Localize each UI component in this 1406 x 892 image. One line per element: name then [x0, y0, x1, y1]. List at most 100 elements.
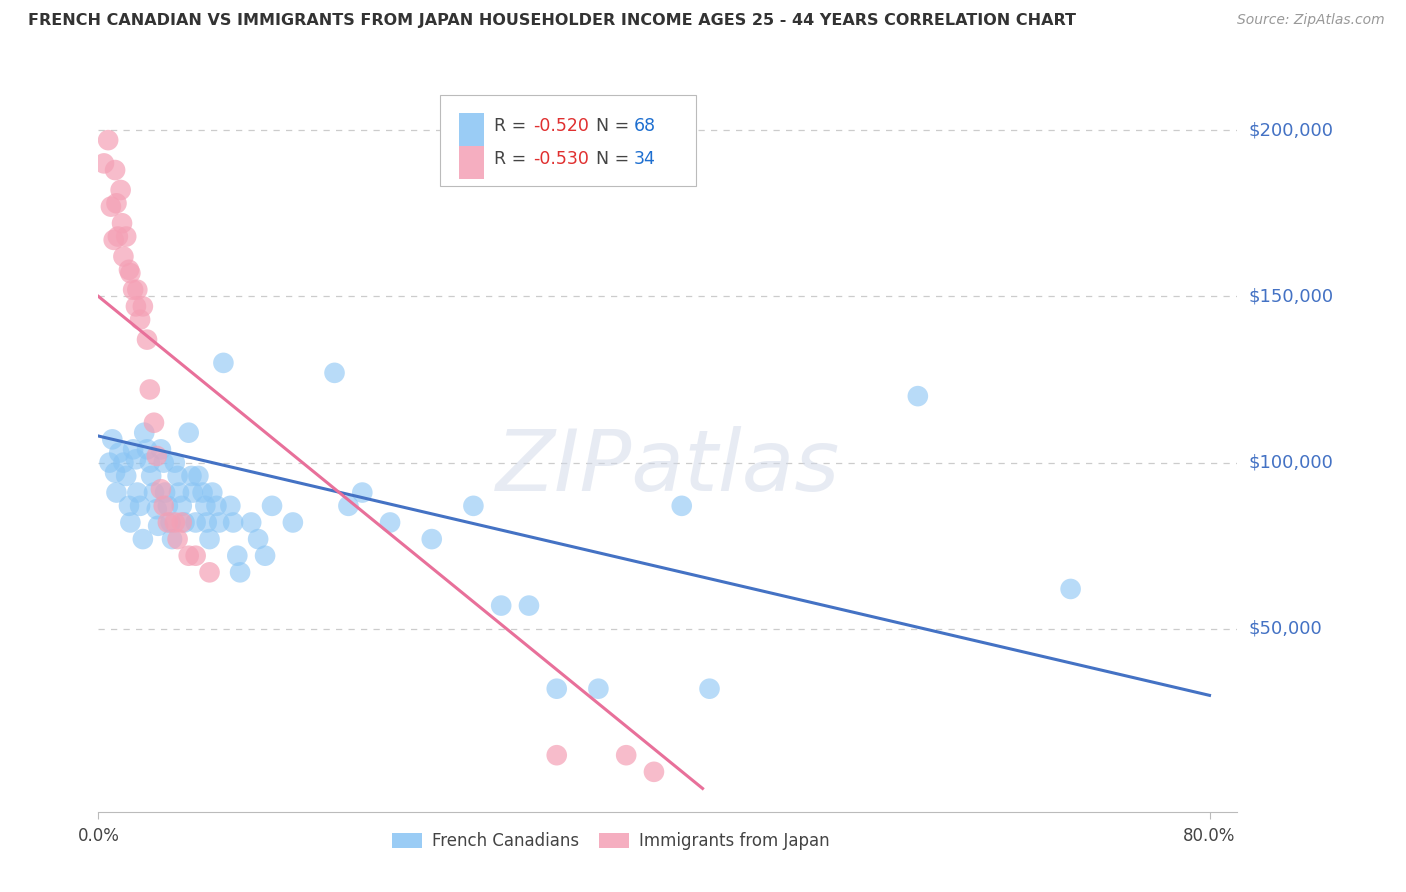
Point [163, 456, 186, 470]
Point [323, 366, 346, 380]
Point [614, 748, 637, 763]
Text: R =: R = [494, 118, 531, 136]
Point [105, 196, 128, 211]
Point [156, 516, 179, 530]
Point [240, 516, 263, 530]
Point [145, 449, 167, 463]
Point [125, 299, 148, 313]
Point [143, 485, 166, 500]
Point [134, 425, 156, 440]
Point [139, 383, 162, 397]
Text: Source: ZipAtlas.com: Source: ZipAtlas.com [1237, 13, 1385, 28]
Point [489, 599, 512, 613]
Point [152, 499, 174, 513]
Point [118, 499, 141, 513]
Text: 68: 68 [634, 118, 655, 136]
Point [105, 485, 128, 500]
Point [173, 516, 195, 530]
Point [115, 229, 138, 244]
Text: $50,000: $50,000 [1249, 620, 1322, 638]
Point [352, 485, 374, 500]
Point [212, 356, 235, 370]
Point [129, 499, 152, 513]
Point [260, 499, 283, 513]
Point [181, 485, 204, 500]
Point [159, 516, 181, 530]
Point [177, 549, 200, 563]
Point [93, 156, 115, 170]
Point [191, 485, 214, 500]
Point [907, 389, 929, 403]
Point [184, 549, 207, 563]
FancyBboxPatch shape [460, 112, 485, 145]
Point [97, 133, 120, 147]
Point [107, 229, 129, 244]
Point [205, 499, 228, 513]
Point [143, 416, 166, 430]
Point [198, 566, 221, 580]
Point [111, 216, 134, 230]
Point [103, 233, 125, 247]
Point [187, 469, 209, 483]
Text: $150,000: $150,000 [1249, 287, 1333, 305]
Point [120, 516, 142, 530]
Point [153, 485, 176, 500]
Point [132, 299, 155, 313]
Point [122, 442, 145, 457]
Point [101, 433, 124, 447]
Point [208, 516, 231, 530]
Point [127, 485, 149, 500]
Point [115, 469, 138, 483]
Point [166, 532, 188, 546]
Text: R =: R = [494, 150, 531, 169]
Text: 34: 34 [634, 150, 655, 169]
Point [337, 499, 360, 513]
Text: FRENCH CANADIAN VS IMMIGRANTS FROM JAPAN HOUSEHOLDER INCOME AGES 25 - 44 YEARS C: FRENCH CANADIAN VS IMMIGRANTS FROM JAPAN… [28, 13, 1076, 29]
Point [100, 200, 122, 214]
FancyBboxPatch shape [460, 146, 485, 179]
Point [546, 748, 568, 763]
Point [1059, 582, 1081, 596]
Point [129, 312, 152, 326]
Legend: French Canadians, Immigrants from Japan: French Canadians, Immigrants from Japan [384, 823, 838, 858]
Point [112, 250, 135, 264]
Point [195, 516, 218, 530]
Point [141, 469, 163, 483]
Point [546, 681, 568, 696]
Text: -0.520: -0.520 [533, 118, 589, 136]
Point [110, 183, 132, 197]
Point [149, 482, 172, 496]
Text: $200,000: $200,000 [1249, 121, 1333, 139]
Point [219, 499, 242, 513]
Point [149, 442, 172, 457]
Point [177, 425, 200, 440]
Point [180, 469, 202, 483]
Point [160, 532, 183, 546]
Point [146, 518, 169, 533]
Point [254, 549, 277, 563]
Point [156, 499, 179, 513]
Point [247, 532, 270, 546]
Point [104, 466, 127, 480]
Point [120, 266, 142, 280]
Point [420, 532, 443, 546]
Point [122, 283, 145, 297]
Point [136, 442, 159, 457]
Text: -0.530: -0.530 [533, 150, 589, 169]
Point [699, 681, 721, 696]
Text: N =: N = [596, 118, 636, 136]
Point [463, 499, 485, 513]
Point [118, 262, 141, 277]
Point [588, 681, 610, 696]
Point [127, 283, 149, 297]
Point [166, 469, 188, 483]
Point [201, 485, 224, 500]
Point [517, 599, 540, 613]
Point [170, 516, 193, 530]
Point [104, 163, 127, 178]
Point [194, 499, 217, 513]
Point [139, 456, 162, 470]
Point [145, 502, 167, 516]
Point [281, 516, 304, 530]
Point [184, 516, 207, 530]
